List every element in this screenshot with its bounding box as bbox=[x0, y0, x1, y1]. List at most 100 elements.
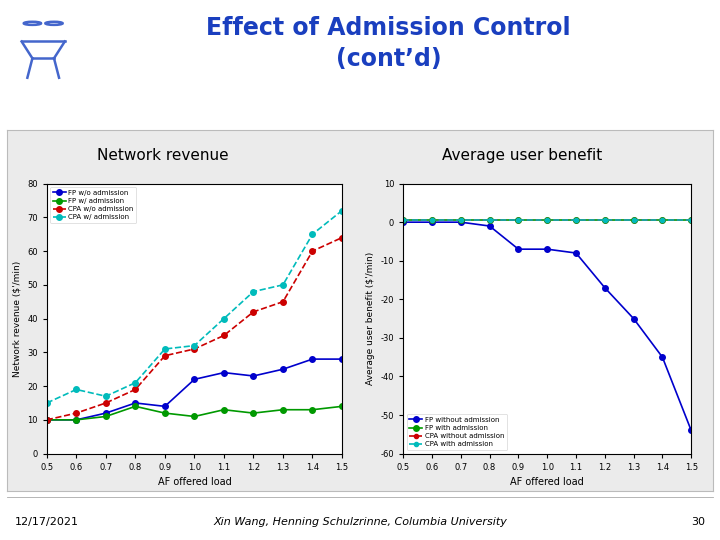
FP with admission bbox=[399, 217, 408, 224]
CPA w/o admission bbox=[161, 353, 169, 359]
CPA w/ admission bbox=[338, 207, 346, 214]
CPA without admission bbox=[543, 217, 552, 224]
CPA without admission bbox=[456, 217, 465, 224]
CPA w/o admission bbox=[190, 346, 199, 352]
CPA with admission bbox=[600, 217, 609, 224]
CPA w/ admission bbox=[308, 231, 317, 238]
CPA w/o admission bbox=[42, 417, 51, 423]
Line: FP w/ admission: FP w/ admission bbox=[44, 403, 345, 423]
Text: Effect of Admission Control
(cont’d): Effect of Admission Control (cont’d) bbox=[207, 16, 571, 71]
FP w/o admission bbox=[131, 400, 140, 406]
Y-axis label: Network revenue ($'/min): Network revenue ($'/min) bbox=[12, 260, 22, 377]
CPA w/o admission bbox=[102, 400, 110, 406]
CPA w/o admission bbox=[308, 248, 317, 254]
FP without admission bbox=[600, 285, 609, 291]
CPA without admission bbox=[514, 217, 523, 224]
CPA w/ admission bbox=[131, 380, 140, 386]
FP w/o admission bbox=[72, 417, 81, 423]
Legend: FP without admission, FP with admission, CPA without admission, CPA with admissi: FP without admission, FP with admission,… bbox=[407, 414, 507, 450]
CPA w/o admission bbox=[220, 332, 228, 339]
CPA without admission bbox=[428, 217, 436, 224]
FP without admission bbox=[428, 219, 436, 225]
X-axis label: AF offered load: AF offered load bbox=[158, 477, 231, 487]
FP without admission bbox=[629, 315, 638, 322]
Text: Average user benefit: Average user benefit bbox=[442, 148, 603, 163]
Legend: FP w/o admission, FP w/ admission, CPA w/o admission, CPA w/ admission: FP w/o admission, FP w/ admission, CPA w… bbox=[50, 187, 137, 223]
FP without admission bbox=[572, 250, 580, 256]
Text: Xin Wang, Henning Schulzrinne, Columbia University: Xin Wang, Henning Schulzrinne, Columbia … bbox=[213, 517, 507, 526]
FP w/ admission bbox=[279, 407, 287, 413]
FP w/ admission bbox=[131, 403, 140, 409]
CPA without admission bbox=[399, 217, 408, 224]
FP w/o admission bbox=[42, 417, 51, 423]
FP without admission bbox=[485, 223, 494, 230]
X-axis label: AF offered load: AF offered load bbox=[510, 477, 584, 487]
FP w/o admission bbox=[308, 356, 317, 362]
FP with admission bbox=[456, 217, 465, 224]
FP w/ admission bbox=[102, 413, 110, 420]
CPA w/o admission bbox=[338, 234, 346, 241]
FP w/ admission bbox=[42, 417, 51, 423]
FP w/ admission bbox=[190, 413, 199, 420]
CPA w/ admission bbox=[249, 288, 258, 295]
FP w/o admission bbox=[220, 369, 228, 376]
CPA with admission bbox=[543, 217, 552, 224]
FP with admission bbox=[600, 217, 609, 224]
CPA with admission bbox=[428, 217, 436, 224]
Line: CPA w/o admission: CPA w/o admission bbox=[44, 235, 345, 423]
CPA w/ admission bbox=[279, 282, 287, 288]
CPA without admission bbox=[629, 217, 638, 224]
FP w/ admission bbox=[161, 410, 169, 416]
CPA w/o admission bbox=[72, 410, 81, 416]
FP w/o admission bbox=[190, 376, 199, 382]
CPA without admission bbox=[485, 217, 494, 224]
Line: CPA with admission: CPA with admission bbox=[401, 218, 693, 222]
FP w/o admission bbox=[161, 403, 169, 409]
CPA w/ admission bbox=[220, 315, 228, 322]
CPA with admission bbox=[572, 217, 580, 224]
FP w/o admission bbox=[249, 373, 258, 379]
FP with admission bbox=[543, 217, 552, 224]
FP w/ admission bbox=[220, 407, 228, 413]
FP with admission bbox=[485, 217, 494, 224]
FP with admission bbox=[514, 217, 523, 224]
FP w/o admission bbox=[279, 366, 287, 373]
CPA w/ admission bbox=[102, 393, 110, 400]
FP w/o admission bbox=[338, 356, 346, 362]
FP without admission bbox=[399, 219, 408, 225]
Line: CPA w/ admission: CPA w/ admission bbox=[44, 208, 345, 406]
FP with admission bbox=[687, 217, 696, 224]
FP with admission bbox=[658, 217, 667, 224]
CPA with admission bbox=[485, 217, 494, 224]
FP without admission bbox=[543, 246, 552, 252]
FP without admission bbox=[687, 427, 696, 434]
Line: FP with admission: FP with admission bbox=[400, 218, 694, 223]
Text: 12/17/2021: 12/17/2021 bbox=[14, 517, 78, 526]
CPA with admission bbox=[658, 217, 667, 224]
CPA w/o admission bbox=[279, 299, 287, 305]
Line: FP w/o admission: FP w/o admission bbox=[44, 356, 345, 423]
FP with admission bbox=[629, 217, 638, 224]
Text: 30: 30 bbox=[692, 517, 706, 526]
Line: CPA without admission: CPA without admission bbox=[401, 218, 693, 222]
CPA w/o admission bbox=[249, 308, 258, 315]
FP with admission bbox=[428, 217, 436, 224]
CPA with admission bbox=[456, 217, 465, 224]
FP w/ admission bbox=[308, 407, 317, 413]
Text: Network revenue: Network revenue bbox=[96, 148, 228, 163]
CPA without admission bbox=[600, 217, 609, 224]
FP w/o admission bbox=[102, 410, 110, 416]
CPA w/ admission bbox=[42, 400, 51, 406]
CPA without admission bbox=[572, 217, 580, 224]
CPA with admission bbox=[514, 217, 523, 224]
FP without admission bbox=[456, 219, 465, 225]
CPA w/ admission bbox=[72, 386, 81, 393]
CPA with admission bbox=[687, 217, 696, 224]
CPA with admission bbox=[399, 217, 408, 224]
CPA w/o admission bbox=[131, 386, 140, 393]
FP w/ admission bbox=[249, 410, 258, 416]
CPA w/ admission bbox=[161, 346, 169, 352]
FP without admission bbox=[658, 354, 667, 360]
Y-axis label: Average user benefit ($'/min): Average user benefit ($'/min) bbox=[366, 252, 375, 385]
CPA without admission bbox=[658, 217, 667, 224]
